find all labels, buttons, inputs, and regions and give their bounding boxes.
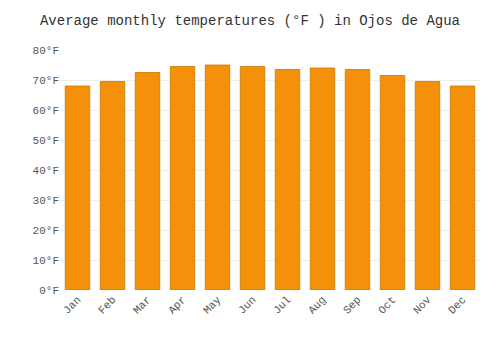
- svg-text:Apr: Apr: [166, 294, 188, 316]
- svg-text:10°F: 10°F: [33, 255, 59, 267]
- svg-text:20°F: 20°F: [33, 225, 59, 237]
- svg-text:Average monthly temperatures (: Average monthly temperatures (°F ) in Oj…: [40, 13, 460, 29]
- svg-text:70°F: 70°F: [33, 75, 59, 87]
- svg-text:Jul: Jul: [271, 294, 293, 316]
- svg-text:Feb: Feb: [96, 294, 118, 316]
- svg-text:80°F: 80°F: [33, 45, 59, 57]
- svg-text:Oct: Oct: [376, 294, 398, 316]
- svg-text:Nov: Nov: [411, 294, 434, 317]
- svg-text:Jun: Jun: [236, 294, 258, 316]
- svg-text:Jan: Jan: [61, 294, 83, 316]
- svg-text:50°F: 50°F: [33, 135, 59, 147]
- svg-text:40°F: 40°F: [33, 165, 59, 177]
- svg-text:Aug: Aug: [306, 294, 328, 316]
- svg-text:Dec: Dec: [446, 294, 468, 316]
- svg-text:May: May: [201, 294, 224, 317]
- svg-text:Sep: Sep: [341, 294, 363, 316]
- svg-text:Mar: Mar: [131, 294, 153, 316]
- svg-text:30°F: 30°F: [33, 195, 59, 207]
- svg-text:60°F: 60°F: [33, 105, 59, 117]
- svg-text:0°F: 0°F: [39, 285, 59, 297]
